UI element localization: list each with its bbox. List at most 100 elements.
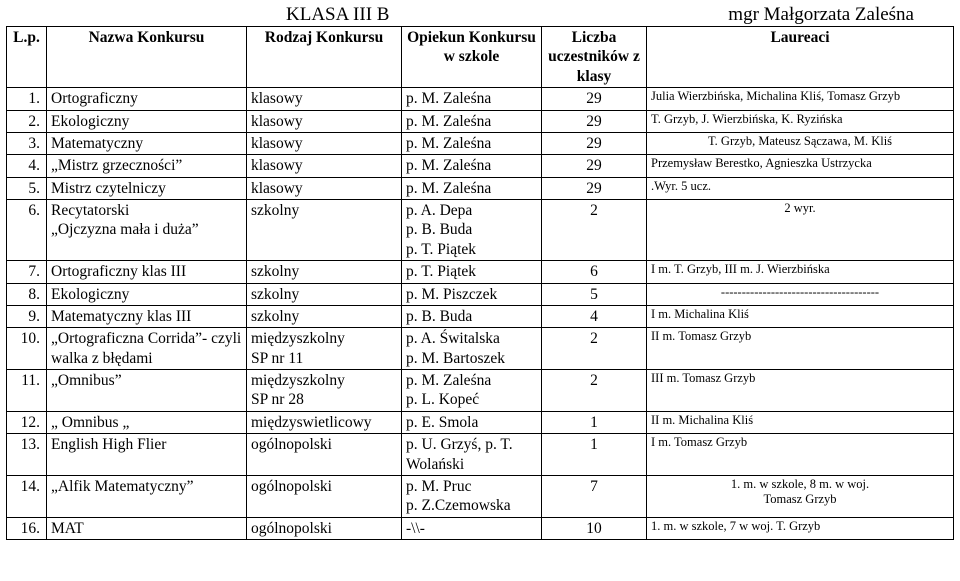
cell-laur: Przemysław Berestko, Agnieszka Ustrzycka <box>647 155 954 177</box>
cell-nazwa: Ekologiczny <box>47 110 247 132</box>
cell-lp: 5. <box>7 177 47 199</box>
cell-liczba: 29 <box>542 88 647 110</box>
cell-rodzaj: ogólnopolski <box>247 517 402 539</box>
table-row: 2.Ekologicznyklasowyp. M. Zaleśna29T. Gr… <box>7 110 954 132</box>
cell-rodzaj: klasowy <box>247 155 402 177</box>
table-row: 4.„Mistrz grzeczności”klasowyp. M. Zaleś… <box>7 155 954 177</box>
contest-table: L.p. Nazwa Konkursu Rodzaj Konkursu Opie… <box>6 26 954 540</box>
cell-nazwa: Mistrz czytelniczy <box>47 177 247 199</box>
title-left: KLASA III B <box>286 4 389 26</box>
cell-liczba: 10 <box>542 517 647 539</box>
table-row: 9.Matematyczny klas IIIszkolnyp. B. Buda… <box>7 305 954 327</box>
cell-lp: 9. <box>7 305 47 327</box>
cell-opiekun: p. A. Świtalska p. M. Bartoszek <box>402 328 542 370</box>
cell-nazwa: Matematyczny <box>47 132 247 154</box>
cell-laur: I m. T. Grzyb, III m. J. Wierzbińska <box>647 261 954 283</box>
cell-liczba: 1 <box>542 434 647 476</box>
cell-nazwa: Ekologiczny <box>47 283 247 305</box>
cell-nazwa: MAT <box>47 517 247 539</box>
cell-lp: 11. <box>7 370 47 412</box>
table-row: 13.English High Flierogólnopolskip. U. G… <box>7 434 954 476</box>
table-row: 16.MATogólnopolski-\\-101. m. w szkole, … <box>7 517 954 539</box>
cell-rodzaj: ogólnopolski <box>247 434 402 476</box>
cell-laur: .Wyr. 5 ucz. <box>647 177 954 199</box>
cell-opiekun: p. U. Grzyś, p. T. Wolański <box>402 434 542 476</box>
cell-laur: T. Grzyb, J. Wierzbińska, K. Ryzińska <box>647 110 954 132</box>
cell-lp: 3. <box>7 132 47 154</box>
cell-lp: 10. <box>7 328 47 370</box>
cell-nazwa: „Omnibus” <box>47 370 247 412</box>
table-row: 6.Recytatorski „Ojczyzna mała i duża”szk… <box>7 200 954 261</box>
cell-opiekun: p. M. Zaleśna <box>402 155 542 177</box>
cell-laur: 2 wyr. <box>647 200 954 261</box>
cell-rodzaj: ogólnopolski <box>247 475 402 517</box>
table-row: 10.„Ortograficzna Corrida”- czyli walka … <box>7 328 954 370</box>
cell-liczba: 29 <box>542 110 647 132</box>
cell-opiekun: p. E. Smola <box>402 411 542 433</box>
cell-liczba: 1 <box>542 411 647 433</box>
table-row: 5. Mistrz czytelniczyklasowyp. M. Zaleśn… <box>7 177 954 199</box>
cell-opiekun: p. A. Depa p. B. Buda p. T. Piątek <box>402 200 542 261</box>
cell-lp: 1. <box>7 88 47 110</box>
cell-laur: III m. Tomasz Grzyb <box>647 370 954 412</box>
cell-nazwa: Recytatorski „Ojczyzna mała i duża” <box>47 200 247 261</box>
h-rodzaj: Rodzaj Konkursu <box>247 27 402 88</box>
cell-laur: T. Grzyb, Mateusz Sączawa, M. Kliś <box>647 132 954 154</box>
cell-liczba: 29 <box>542 155 647 177</box>
title-right: mgr Małgorzata Zaleśna <box>728 4 914 26</box>
cell-laur: II m. Tomasz Grzyb <box>647 328 954 370</box>
header-row: L.p. Nazwa Konkursu Rodzaj Konkursu Opie… <box>7 27 954 88</box>
cell-rodzaj: międzyswietlicowy <box>247 411 402 433</box>
table-row: 3.Matematycznyklasowyp. M. Zaleśna29T. G… <box>7 132 954 154</box>
cell-laur: II m. Michalina Kliś <box>647 411 954 433</box>
cell-rodzaj: klasowy <box>247 177 402 199</box>
cell-nazwa: „Mistrz grzeczności” <box>47 155 247 177</box>
cell-liczba: 29 <box>542 132 647 154</box>
cell-laur: 1. m. w szkole, 8 m. w woj. Tomasz Grzyb <box>647 475 954 517</box>
cell-liczba: 2 <box>542 370 647 412</box>
cell-lp: 8. <box>7 283 47 305</box>
cell-rodzaj: szkolny <box>247 283 402 305</box>
h-laureaci: Laureaci <box>647 27 954 88</box>
cell-opiekun: p. M. Zaleśna <box>402 132 542 154</box>
cell-rodzaj: międzyszkolny SP nr 28 <box>247 370 402 412</box>
cell-opiekun: p. M. Pruc p. Z.Czemowska <box>402 475 542 517</box>
table-row: 1.Ortograficznyklasowyp. M. Zaleśna29Jul… <box>7 88 954 110</box>
cell-liczba: 2 <box>542 200 647 261</box>
cell-lp: 13. <box>7 434 47 476</box>
cell-rodzaj: klasowy <box>247 88 402 110</box>
cell-opiekun: p. M. Zaleśna <box>402 110 542 132</box>
cell-opiekun: p. M. Zaleśna p. L. Kopeć <box>402 370 542 412</box>
cell-opiekun: p. M. Piszczek <box>402 283 542 305</box>
table-row: 8.Ekologicznyszkolnyp. M. Piszczek5-----… <box>7 283 954 305</box>
cell-lp: 12. <box>7 411 47 433</box>
cell-rodzaj: klasowy <box>247 132 402 154</box>
cell-liczba: 2 <box>542 328 647 370</box>
h-opiekun: Opiekun Konkursu w szkole <box>402 27 542 88</box>
cell-opiekun: -\\- <box>402 517 542 539</box>
cell-nazwa: „ Omnibus „ <box>47 411 247 433</box>
cell-lp: 14. <box>7 475 47 517</box>
cell-nazwa: Matematyczny klas III <box>47 305 247 327</box>
cell-nazwa: „Alfik Matematyczny” <box>47 475 247 517</box>
cell-laur: 1. m. w szkole, 7 w woj. T. Grzyb <box>647 517 954 539</box>
table-row: 14.„Alfik Matematyczny”ogólnopolskip. M.… <box>7 475 954 517</box>
cell-lp: 6. <box>7 200 47 261</box>
cell-rodzaj: międzyszkolny SP nr 11 <box>247 328 402 370</box>
cell-laur: Julia Wierzbińska, Michalina Kliś, Tomas… <box>647 88 954 110</box>
cell-nazwa: Ortograficzny klas III <box>47 261 247 283</box>
cell-laur: -------------------------------------- <box>647 283 954 305</box>
cell-liczba: 5 <box>542 283 647 305</box>
cell-opiekun: p. B. Buda <box>402 305 542 327</box>
cell-opiekun: p. M. Zaleśna <box>402 177 542 199</box>
cell-lp: 7. <box>7 261 47 283</box>
cell-laur: I m. Tomasz Grzyb <box>647 434 954 476</box>
cell-lp: 2. <box>7 110 47 132</box>
title-bar: KLASA III B mgr Małgorzata Zaleśna <box>6 4 954 26</box>
cell-nazwa: „Ortograficzna Corrida”- czyli walka z b… <box>47 328 247 370</box>
cell-nazwa: English High Flier <box>47 434 247 476</box>
cell-liczba: 6 <box>542 261 647 283</box>
cell-lp: 16. <box>7 517 47 539</box>
cell-liczba: 4 <box>542 305 647 327</box>
table-row: 11.„Omnibus”międzyszkolny SP nr 28p. M. … <box>7 370 954 412</box>
